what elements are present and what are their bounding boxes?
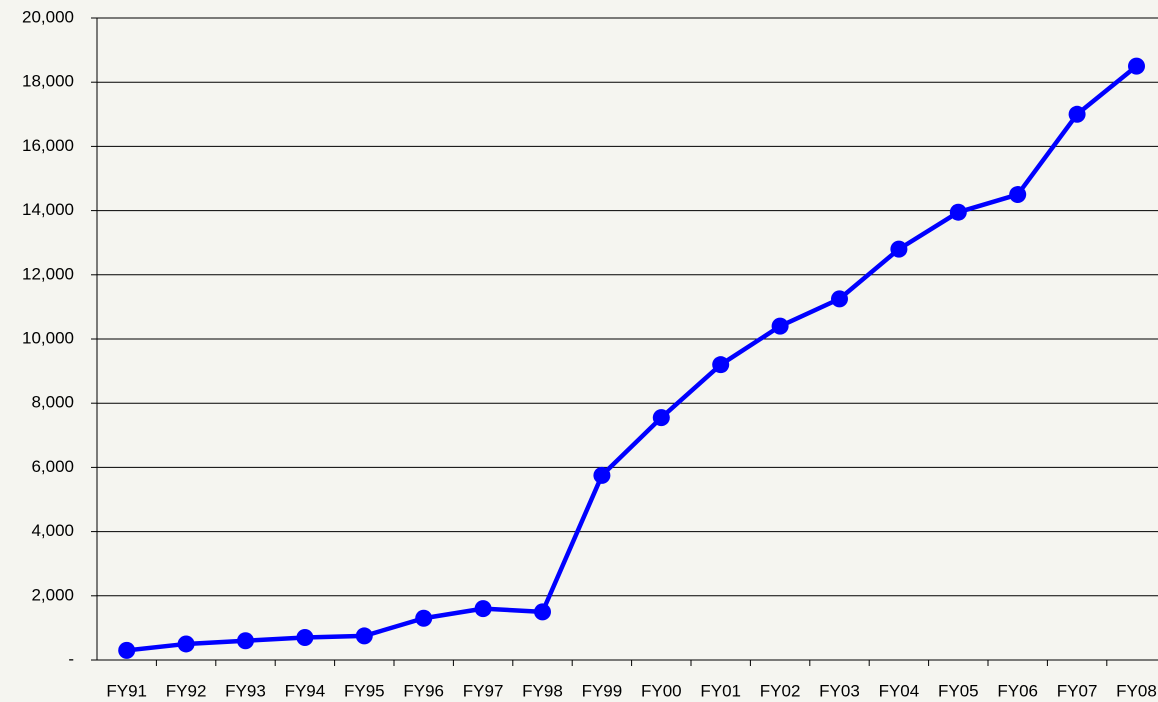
x-tick-label: FY96 bbox=[403, 681, 444, 700]
x-tick-label: FY92 bbox=[166, 681, 207, 700]
data-point bbox=[177, 635, 195, 653]
data-point bbox=[652, 409, 670, 427]
data-point bbox=[118, 641, 136, 659]
x-tick-label: FY03 bbox=[819, 681, 860, 700]
data-point bbox=[712, 356, 730, 374]
x-tick-label: FY99 bbox=[582, 681, 623, 700]
x-tick-label: FY02 bbox=[760, 681, 801, 700]
data-point bbox=[949, 203, 967, 221]
y-tick-label: 14,000 bbox=[22, 200, 74, 219]
x-tick-label: FY94 bbox=[285, 681, 326, 700]
y-tick-label: 16,000 bbox=[22, 136, 74, 155]
data-point bbox=[534, 603, 551, 621]
y-tick-label: - bbox=[68, 649, 74, 668]
x-tick-label: FY00 bbox=[641, 681, 682, 700]
data-point bbox=[1068, 105, 1086, 123]
data-point bbox=[890, 240, 908, 258]
x-tick-label: FY93 bbox=[225, 681, 266, 700]
data-point bbox=[474, 600, 492, 618]
x-tick-label: FY01 bbox=[700, 681, 741, 700]
data-point bbox=[296, 629, 314, 647]
x-tick-label: FY05 bbox=[938, 681, 979, 700]
y-tick-label: 8,000 bbox=[31, 393, 74, 412]
data-point bbox=[1009, 186, 1027, 204]
y-tick-label: 2,000 bbox=[31, 585, 74, 604]
data-point bbox=[771, 317, 789, 335]
y-tick-label: 12,000 bbox=[22, 264, 74, 283]
y-tick-label: 20,000 bbox=[22, 7, 74, 26]
x-tick-label: FY91 bbox=[106, 681, 147, 700]
y-tick-label: 10,000 bbox=[22, 328, 74, 347]
data-point bbox=[237, 632, 254, 650]
data-point bbox=[415, 609, 433, 627]
data-point bbox=[355, 627, 373, 645]
x-tick-label: FY98 bbox=[522, 681, 563, 700]
x-tick-label: FY04 bbox=[879, 681, 920, 700]
x-tick-label: FY08 bbox=[1116, 681, 1157, 700]
data-point bbox=[1128, 57, 1145, 75]
x-tick-label: FY97 bbox=[463, 681, 504, 700]
data-point bbox=[831, 290, 848, 308]
data-point bbox=[593, 466, 611, 484]
y-tick-label: 4,000 bbox=[31, 521, 74, 540]
y-tick-label: 18,000 bbox=[22, 72, 74, 91]
x-tick-label: FY07 bbox=[1057, 681, 1098, 700]
x-tick-label: FY06 bbox=[997, 681, 1038, 700]
y-tick-label: 6,000 bbox=[31, 457, 74, 476]
data-line bbox=[126, 64, 1138, 653]
x-tick-label: FY95 bbox=[344, 681, 385, 700]
